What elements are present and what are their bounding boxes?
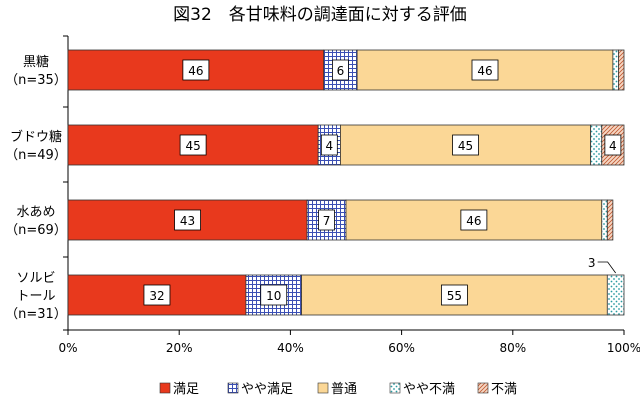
data-label: 45 bbox=[185, 139, 200, 153]
data-label-box bbox=[320, 134, 338, 156]
legend-label: やや満足 bbox=[241, 382, 293, 397]
chart-title: 図32 各甘味料の調達面に対する評価 bbox=[173, 5, 467, 25]
bars: 46 6 46 45 4 45 4 43 7 46 32 10 55 3 bbox=[67, 49, 625, 316]
category-label: 黒糖 bbox=[23, 54, 49, 70]
data-label: 32 bbox=[149, 289, 164, 303]
data-label-box bbox=[179, 134, 207, 156]
data-label-box bbox=[182, 59, 210, 81]
x-tick-label: 80% bbox=[499, 341, 526, 355]
data-label-box bbox=[441, 284, 468, 306]
data-label: 46 bbox=[477, 64, 492, 78]
category-label: ソルビ bbox=[16, 271, 55, 286]
bar-segment-fuman bbox=[606, 199, 614, 241]
data-label: 3 bbox=[588, 256, 596, 270]
data-label-box bbox=[260, 284, 288, 306]
data-label-box bbox=[332, 59, 349, 81]
data-label-box bbox=[452, 134, 479, 156]
x-tick-labels: 0% 20% 40% 60% 80% 100% bbox=[58, 341, 640, 355]
legend-swatch-yaya-fuman bbox=[389, 382, 401, 394]
x-tick-label: 0% bbox=[58, 341, 77, 355]
callout-leader-line bbox=[597, 261, 616, 274]
data-label: 6 bbox=[337, 64, 345, 78]
x-tick-label: 40% bbox=[277, 341, 304, 355]
category-label: （n=35） bbox=[5, 73, 67, 88]
bar-segment-yaya-fuman bbox=[590, 124, 603, 166]
data-label: 46 bbox=[188, 64, 203, 78]
legend-swatch-fuman bbox=[477, 382, 489, 394]
bar-segment-yaya-fuman bbox=[601, 199, 608, 241]
x-tick-label: 60% bbox=[388, 341, 415, 355]
legend-swatch-manzoku bbox=[159, 382, 171, 394]
data-label: 10 bbox=[266, 289, 281, 303]
legend-label: やや不満 bbox=[403, 382, 455, 397]
data-label: 46 bbox=[466, 214, 481, 228]
category-label: （n=31） bbox=[5, 307, 67, 322]
legend-swatch-futsu bbox=[317, 382, 329, 394]
x-tick-label: 100% bbox=[607, 341, 640, 355]
bar-segment-yaya-fuman bbox=[606, 274, 625, 316]
data-label: 7 bbox=[323, 214, 331, 228]
legend-label: 不満 bbox=[491, 382, 517, 397]
bar-segment-yaya-fuman bbox=[612, 49, 619, 91]
data-label-box bbox=[460, 209, 488, 231]
data-label-box bbox=[604, 134, 622, 156]
data-label: 43 bbox=[180, 214, 195, 228]
data-label: 4 bbox=[609, 139, 617, 153]
data-label: 4 bbox=[325, 139, 333, 153]
category-label: トール bbox=[16, 289, 55, 304]
legend: 満足 やや満足 普通 やや不満 不満 bbox=[159, 382, 517, 397]
data-label: 55 bbox=[447, 289, 462, 303]
category-label: （n=49） bbox=[5, 148, 67, 163]
legend-label: 普通 bbox=[331, 382, 357, 397]
category-label: ブドウ糖 bbox=[10, 129, 62, 145]
data-label-box bbox=[471, 59, 499, 81]
legend-swatch-yaya-manzoku bbox=[227, 382, 239, 394]
data-label-box bbox=[143, 284, 171, 306]
data-label-box bbox=[174, 209, 201, 231]
category-label: 水あめ bbox=[16, 205, 55, 220]
data-label: 45 bbox=[458, 139, 473, 153]
data-label-box bbox=[318, 209, 335, 231]
bar-segment-fuman bbox=[618, 49, 625, 91]
category-label: （n=69） bbox=[5, 223, 67, 238]
legend-label: 満足 bbox=[173, 382, 199, 397]
x-tick-label: 20% bbox=[166, 341, 193, 355]
